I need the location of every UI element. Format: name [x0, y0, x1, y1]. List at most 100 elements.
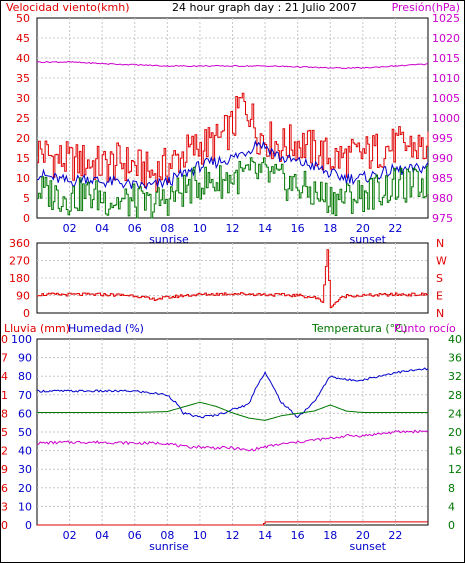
wind-tick-label: 35	[16, 72, 30, 85]
wind-tick-label: 45	[16, 32, 30, 45]
wind-series-green	[37, 157, 429, 219]
x-tick-label: 06	[128, 529, 142, 542]
x-tick-label: 04	[95, 529, 109, 542]
humidity-tick-label: 0	[25, 519, 32, 532]
humidity-tick-label: 70	[18, 389, 32, 402]
panel3-series-red	[37, 521, 428, 526]
direction-tick-label: 180	[9, 272, 30, 285]
compass-tick-label: N	[436, 307, 444, 320]
temperature-tick-label: 28	[448, 389, 462, 402]
rain-axis-label: Lluvia (mm)	[4, 322, 70, 335]
x-tick-label: 10	[193, 529, 207, 542]
rain-tick-label: 3	[1, 500, 8, 513]
temperature-tick-label: 20	[448, 426, 462, 439]
rain-tick-label: 6	[1, 482, 8, 495]
compass-tick-label: W	[436, 255, 447, 268]
x-tick-label: 18	[323, 529, 337, 542]
wind-tick-label: 20	[16, 132, 30, 145]
humidity-tick-label: 20	[18, 482, 32, 495]
humidity-tick-label: 40	[18, 445, 32, 458]
compass-tick-label: N	[436, 237, 444, 250]
rain-tick-label: 30	[0, 333, 8, 346]
pressure-tick-label: 1010	[432, 72, 460, 85]
panel3-series-green	[37, 401, 428, 421]
temperature-tick-label: 0	[448, 519, 455, 532]
graph-title: 24 hour graph day : 21 Julio 2007	[172, 1, 357, 14]
humidity-tick-label: 90	[18, 352, 32, 365]
wind-tick-label: 25	[16, 112, 30, 125]
wind-tick-label: 10	[16, 172, 30, 185]
temperature-tick-label: 4	[448, 500, 455, 513]
rain-tick-label: 15	[0, 426, 8, 439]
panel3-series-magenta	[37, 429, 429, 452]
wind-tick-label: 0	[23, 212, 30, 225]
pressure-tick-label: 1005	[432, 92, 460, 105]
x-tick-label: 16	[291, 222, 305, 235]
x-tick-label: 12	[226, 222, 240, 235]
rain-tick-label: 9	[1, 463, 8, 476]
rain-tick-label: 21	[0, 389, 8, 402]
wind-speed-axis-label: Velocidad viento(kmh)	[6, 1, 130, 14]
pressure-tick-label: 995	[432, 132, 453, 145]
panels-layer: 0510152025303540455097598098599099510001…	[0, 12, 462, 553]
temperature-tick-label: 16	[448, 445, 462, 458]
humidity-tick-label: 10	[18, 500, 32, 513]
x-tick-label: 06	[128, 222, 142, 235]
pressure-tick-label: 1000	[432, 112, 460, 125]
temperature-tick-label: 40	[448, 333, 462, 346]
direction-series	[37, 249, 429, 308]
direction-tick-label: 90	[16, 290, 30, 303]
humidity-tick-label: 80	[18, 370, 32, 383]
wind-series-red	[37, 92, 429, 192]
x-tick-label: 20	[356, 529, 370, 542]
x-tick-label: 08	[160, 222, 174, 235]
x-tick-label: 20	[356, 222, 370, 235]
temperature-tick-label: 32	[448, 370, 462, 383]
x-tick-label: 02	[63, 222, 77, 235]
wind-tick-label: 30	[16, 92, 30, 105]
pressure-tick-label: 990	[432, 152, 453, 165]
x-tick-label: 04	[95, 222, 109, 235]
compass-tick-label: S	[436, 272, 443, 285]
x-tick-label: 10	[193, 222, 207, 235]
wind-tick-label: 5	[23, 192, 30, 205]
pressure-axis-label: Presión(hPa)	[392, 1, 460, 14]
rain-tick-label: 0	[1, 519, 8, 532]
pressure-tick-label: 1025	[432, 12, 460, 25]
x-tick-label: 02	[63, 529, 77, 542]
rain-tick-label: 24	[0, 370, 8, 383]
wind-tick-label: 40	[16, 52, 30, 65]
x-tick-label: 22	[388, 222, 402, 235]
wind-series-blue	[36, 139, 429, 190]
pressure-tick-label: 1015	[432, 52, 460, 65]
rain-tick-label: 18	[0, 407, 8, 420]
x-tick-label: 18	[323, 222, 337, 235]
humidity-axis-label: Humedad (%)	[68, 322, 144, 335]
humidity-tick-label: 60	[18, 407, 32, 420]
x-tick-label: 14	[258, 529, 272, 542]
temperature-tick-label: 8	[448, 482, 455, 495]
humidity-tick-label: 100	[11, 333, 32, 346]
wind-series-magenta	[36, 60, 429, 70]
panel3-series-blue	[36, 367, 429, 419]
x-tick-label: 14	[258, 222, 272, 235]
direction-tick-label: 270	[9, 255, 30, 268]
x-tick-label: 16	[291, 529, 305, 542]
pressure-tick-label: 980	[432, 192, 453, 205]
temperature-axis-label: Temperatura (°C)	[311, 322, 407, 335]
x-tick-label: 22	[388, 529, 402, 542]
pressure-tick-label: 975	[432, 212, 453, 225]
wind-tick-label: 15	[16, 152, 30, 165]
rain-tick-label: 27	[0, 352, 8, 365]
humidity-tick-label: 50	[18, 426, 32, 439]
compass-tick-label: E	[436, 290, 443, 303]
pressure-tick-label: 1020	[432, 32, 460, 45]
x-tick-label: 08	[160, 529, 174, 542]
humidity-tick-label: 30	[18, 463, 32, 476]
dewpoint-axis-label: Punto rocío	[394, 322, 456, 335]
direction-tick-label: 360	[9, 237, 30, 250]
temperature-tick-label: 36	[448, 352, 462, 365]
x-tick-label: 12	[226, 529, 240, 542]
temperature-tick-label: 24	[448, 407, 462, 420]
